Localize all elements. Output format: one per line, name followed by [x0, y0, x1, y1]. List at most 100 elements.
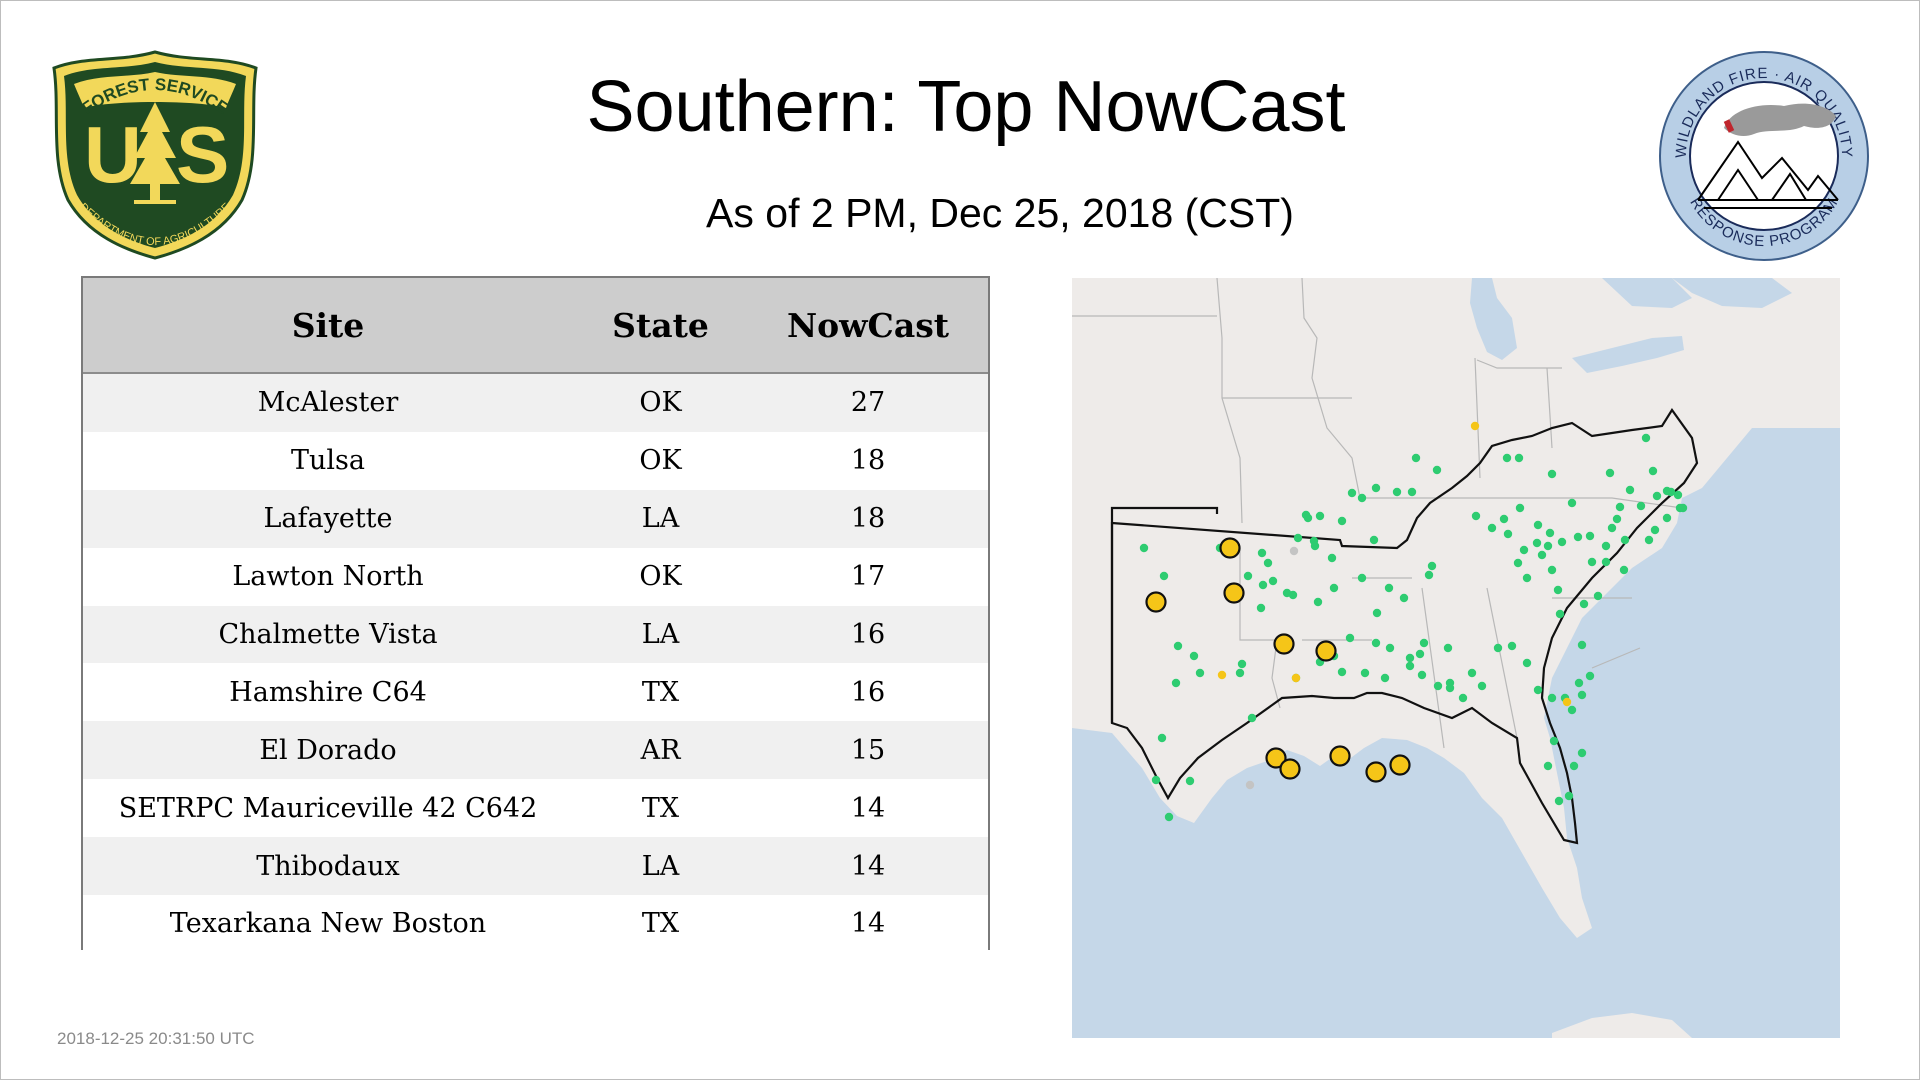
cell-state: LA [573, 489, 748, 548]
monitor-marker-good [1641, 433, 1651, 443]
monitor-marker-good [1369, 535, 1379, 545]
monitor-marker-good [1493, 643, 1503, 653]
monitor-marker-good [1407, 487, 1417, 497]
monitor-marker-moderate [1217, 670, 1227, 680]
monitor-marker-moderate [1562, 697, 1572, 707]
monitor-marker-good [1247, 713, 1257, 723]
map-water-lake-ontario [1672, 278, 1792, 308]
monitor-marker-no-data [1245, 780, 1255, 790]
monitor-marker-good [1405, 661, 1415, 671]
monitor-marker-good [1585, 671, 1595, 681]
monitor-marker-good [1585, 531, 1595, 541]
monitor-marker-good [1533, 520, 1543, 530]
monitor-marker-good [1243, 571, 1253, 581]
cell-state: TX [573, 663, 748, 722]
monitor-marker-good [1458, 693, 1468, 703]
usfs-letter-u: U [84, 110, 142, 199]
top-site-marker [1145, 591, 1167, 613]
monitor-marker-good [1547, 693, 1557, 703]
cell-site: Tulsa [83, 431, 573, 490]
monitor-marker-good [1514, 453, 1524, 463]
table-row: Lawton North OK 17 [83, 547, 988, 606]
top-site-marker [1315, 640, 1337, 662]
table-header-row: Site State NowCast [83, 278, 988, 374]
map-land-cuba [1552, 1013, 1692, 1038]
monitor-marker-good [1547, 565, 1557, 575]
table-row: El Dorado AR 15 [83, 721, 988, 780]
monitor-marker-good [1384, 583, 1394, 593]
monitor-marker-good [1371, 638, 1381, 648]
cell-state: TX [573, 895, 748, 953]
monitor-marker-good [1385, 643, 1395, 653]
table-row: SETRPC Mauriceville 42 C642 TX 14 [83, 779, 988, 838]
monitor-marker-good [1619, 565, 1629, 575]
cell-nowcast: 16 [748, 663, 988, 722]
monitor-marker-good [1577, 690, 1587, 700]
monitor-marker-good [1372, 608, 1382, 618]
monitor-marker-good [1357, 493, 1367, 503]
map-state-lines [1072, 278, 1683, 749]
monitor-marker-good [1612, 514, 1622, 524]
cell-nowcast: 15 [748, 721, 988, 780]
top-site-marker [1279, 758, 1301, 780]
cell-nowcast: 27 [748, 373, 988, 432]
monitor-marker-good [1157, 733, 1167, 743]
monitor-marker-good [1605, 468, 1615, 478]
monitor-marker-good [1650, 525, 1660, 535]
monitor-marker-good [1310, 541, 1320, 551]
cell-nowcast: 14 [748, 895, 988, 953]
monitor-marker-good [1545, 528, 1555, 538]
monitor-marker-good [1237, 659, 1247, 669]
cell-state: OK [573, 547, 748, 606]
monitor-marker-good [1257, 548, 1267, 558]
mountains-icon [1697, 140, 1839, 209]
monitor-marker-good [1185, 776, 1195, 786]
monitor-marker-good [1419, 638, 1429, 648]
monitor-marker-good [1315, 511, 1325, 521]
monitor-marker-good [1549, 736, 1559, 746]
cell-state: TX [573, 779, 748, 838]
monitor-marker-good [1636, 501, 1646, 511]
monitor-marker-good [1268, 576, 1278, 586]
monitor-marker-good [1593, 591, 1603, 601]
monitor-marker-good [1579, 599, 1589, 609]
top-site-marker [1265, 747, 1287, 769]
monitor-marker-good [1445, 683, 1455, 693]
top-site-marker [1219, 537, 1241, 559]
monitor-marker-good [1615, 502, 1625, 512]
cell-nowcast: 17 [748, 547, 988, 606]
cell-state: OK [573, 373, 748, 432]
monitor-marker-good [1433, 681, 1443, 691]
top-site-marker [1223, 582, 1245, 604]
monitor-marker-good [1371, 483, 1381, 493]
monitor-marker-good [1263, 558, 1273, 568]
column-header-site: Site [83, 278, 573, 374]
usfs-letter-s: S [176, 110, 229, 199]
table-row: Texarkana New Boston TX 14 [83, 895, 988, 953]
top-site-marker [1365, 761, 1387, 783]
cell-site: Chalmette Vista [83, 605, 573, 664]
monitor-marker-good [1392, 487, 1402, 497]
monitor-marker-good [1573, 532, 1583, 542]
monitor-marker-good [1567, 498, 1577, 508]
monitor-marker-good [1432, 465, 1442, 475]
monitor-marker-good [1574, 678, 1584, 688]
table-row: Thibodaux LA 14 [83, 837, 988, 896]
monitor-marker-good [1235, 668, 1245, 678]
monitor-markers [1139, 421, 1688, 822]
cell-site: Lafayette [83, 489, 573, 548]
monitor-marker-good [1288, 590, 1298, 600]
cell-nowcast: 16 [748, 605, 988, 664]
monitor-marker-good [1577, 640, 1587, 650]
monitor-marker-good [1139, 543, 1149, 553]
top-site-marker [1389, 754, 1411, 776]
cell-site: Lawton North [83, 547, 573, 606]
southern-region-map [1072, 278, 1840, 1038]
column-header-state: State [573, 278, 748, 374]
southern-region-outline [1110, 408, 1699, 845]
monitor-marker-good [1189, 651, 1199, 661]
monitor-marker-good [1532, 538, 1542, 548]
monitor-marker-good [1164, 812, 1174, 822]
monitor-marker-good [1329, 583, 1339, 593]
monitor-marker-good [1607, 523, 1617, 533]
